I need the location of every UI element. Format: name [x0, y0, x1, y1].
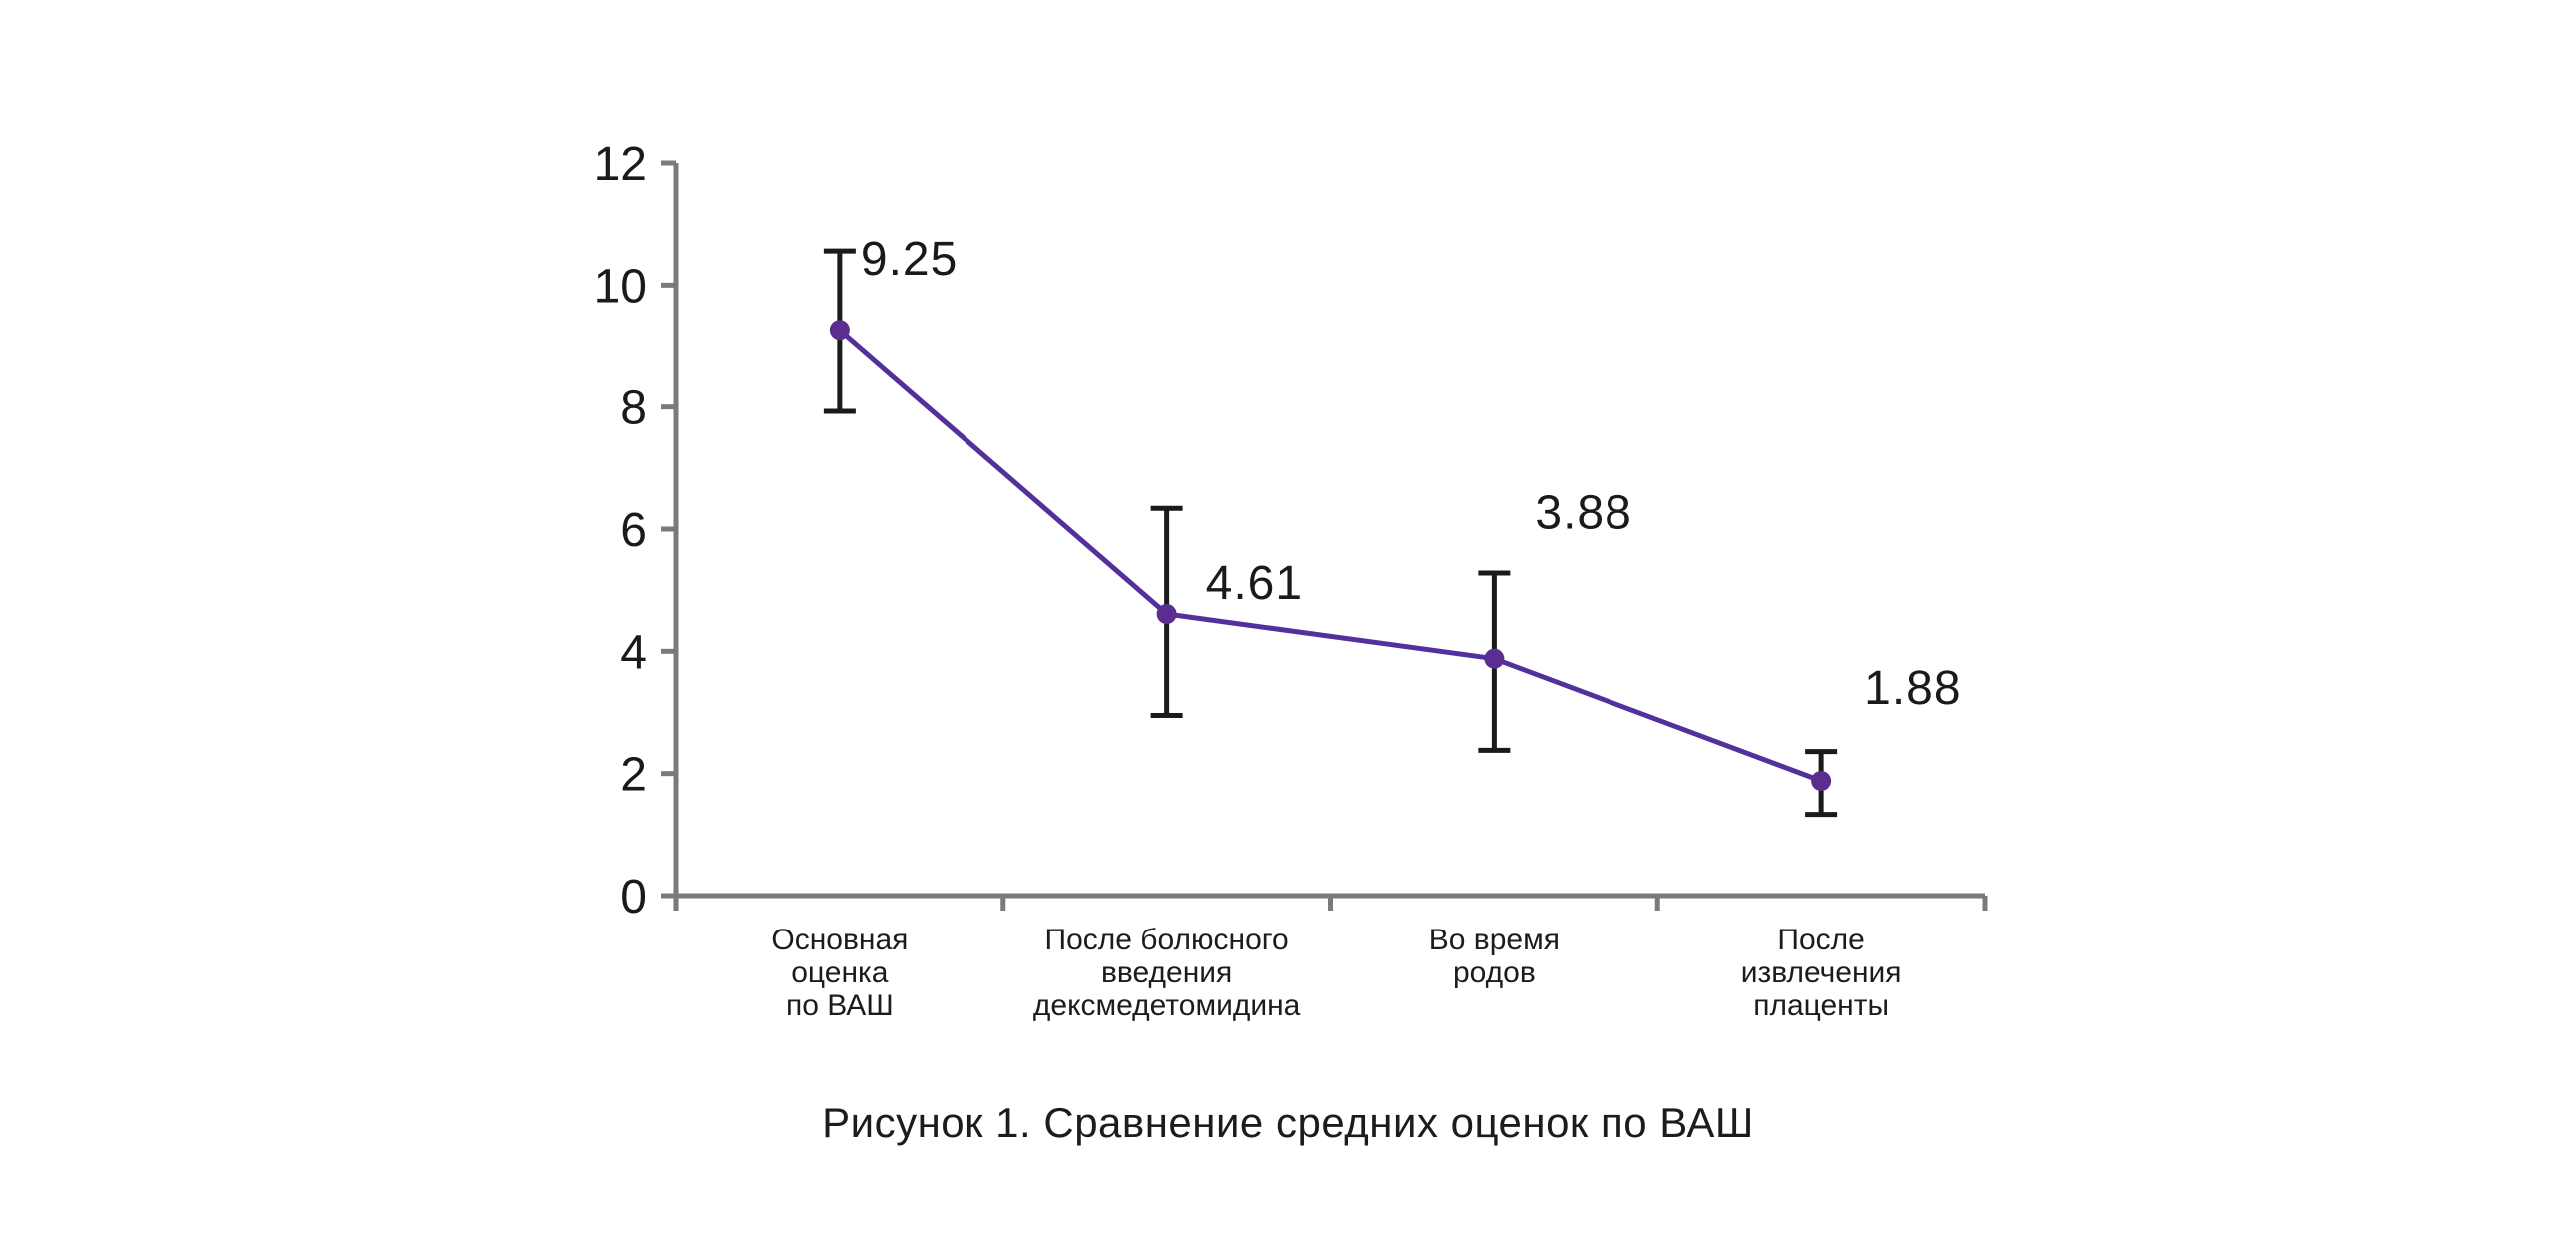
x-category-label: Основная оценка по ВАШ [771, 924, 908, 1022]
x-category-label-line: После [1777, 924, 1864, 956]
value-label: 9.25 [861, 233, 958, 286]
value-label: 1.88 [1864, 662, 1961, 715]
x-category-label-line: Во время [1429, 924, 1560, 956]
x-category-label-line: После болюсного [1045, 924, 1289, 956]
x-category-label-line: дексмедетомидина [1033, 989, 1301, 1022]
y-tick-label: 2 [620, 749, 647, 802]
y-tick-label: 8 [620, 382, 647, 435]
y-tick-label: 12 [594, 138, 647, 191]
y-tick-labels: 0 2 4 6 8 10 12 [594, 138, 647, 924]
x-category-label: После болюсного введения дексмедетомидина [1033, 924, 1301, 1022]
y-tick-label: 4 [620, 626, 647, 679]
x-category-label-line: родов [1453, 956, 1536, 989]
value-labels: 9.25 4.61 3.88 1.88 [861, 233, 1961, 715]
value-label: 4.61 [1206, 557, 1303, 610]
value-label: 3.88 [1535, 487, 1631, 540]
data-point-markers [829, 320, 1832, 792]
series-line-path [837, 327, 1824, 784]
x-category-label-line: введения [1101, 956, 1232, 989]
x-category-label-line: извлечения [1741, 956, 1902, 989]
data-point-marker [1811, 771, 1832, 792]
x-axis-ticks [673, 896, 1988, 911]
y-axis-ticks [661, 160, 676, 899]
y-tick-label: 0 [620, 871, 647, 924]
x-category-label-line: оценка [791, 956, 889, 989]
figure-caption: Рисунок 1. Сравнение средних оценок по В… [822, 1099, 1754, 1146]
data-point-marker [829, 320, 850, 341]
x-category-labels: Основная оценка по ВАШ После болюсного введе… [771, 924, 1901, 1022]
x-category-label-line: плаценты [1753, 989, 1889, 1022]
series-line [837, 327, 1824, 784]
data-point-marker [1156, 604, 1177, 625]
data-point-marker [1484, 648, 1505, 669]
x-category-label: Во время родов [1429, 924, 1560, 989]
x-category-label-line: Основная [771, 924, 908, 956]
x-category-label-line: по ВАШ [786, 989, 894, 1022]
y-tick-label: 6 [620, 504, 647, 557]
x-category-label: После извлечения плаценты [1741, 924, 1902, 1022]
y-tick-label: 10 [594, 260, 647, 312]
